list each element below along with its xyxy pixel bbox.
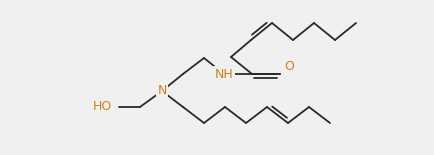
Text: N: N [157, 84, 166, 97]
Text: O: O [283, 60, 293, 73]
Text: HO: HO [92, 100, 112, 113]
Text: NH: NH [214, 67, 233, 80]
